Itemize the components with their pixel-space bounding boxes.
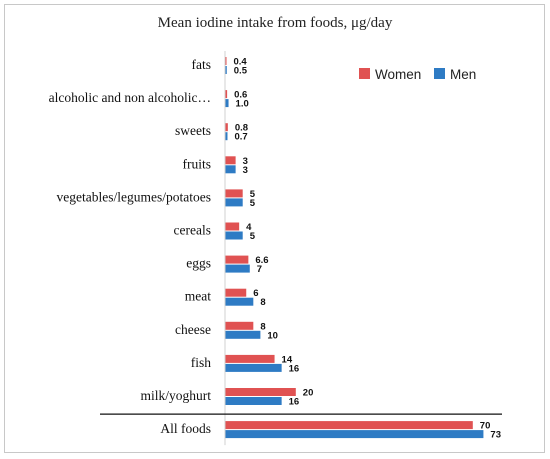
bar-men xyxy=(225,297,254,306)
category-group: cheese 810 xyxy=(175,321,278,341)
category-label: eggs xyxy=(186,256,211,271)
chart-frame xyxy=(4,4,545,453)
bar-women xyxy=(225,156,236,165)
data-label-men: 1.0 xyxy=(236,99,249,110)
category-label: alcoholic and non alcoholic… xyxy=(49,90,211,105)
category-label: milk/yoghurt xyxy=(141,388,212,403)
bar-women xyxy=(225,222,240,231)
category-label: cereals xyxy=(174,223,211,238)
data-label-men: 73 xyxy=(490,430,501,441)
bar-women xyxy=(225,189,243,198)
category-label: sweets xyxy=(175,123,211,138)
bar-men xyxy=(225,430,484,439)
bar-women xyxy=(225,57,227,65)
bar-women xyxy=(225,321,254,330)
category-group: eggs 6.67 xyxy=(186,255,268,275)
category-group: meat 68 xyxy=(185,288,266,308)
plot-area: fats 0.40.5 alcoholic and non alcoholic… 0.… xyxy=(49,51,502,446)
category-group: sweets 0.80.7 xyxy=(175,123,248,143)
bar-men xyxy=(225,264,250,273)
category-label: meat xyxy=(185,289,211,304)
legend-swatch-men xyxy=(434,68,445,79)
bar-women xyxy=(225,354,275,363)
data-label-women: 14 xyxy=(282,354,293,365)
category-label: fruits xyxy=(183,156,212,171)
data-label-women: 0.6 xyxy=(234,90,247,101)
data-label-women: 4 xyxy=(246,222,252,233)
data-label-women: 6.6 xyxy=(255,255,268,266)
category-label: vegetables/legumes/potatoes xyxy=(57,189,211,204)
bar-women xyxy=(225,288,247,297)
data-label-men: 5 xyxy=(250,198,256,209)
data-label-women: 3 xyxy=(243,156,248,167)
bar-men xyxy=(225,397,282,405)
data-label-women: 8 xyxy=(260,321,265,332)
category-label: fats xyxy=(192,57,212,72)
bar-men xyxy=(225,231,243,240)
bar-women xyxy=(225,421,473,430)
data-label-women: 0.8 xyxy=(235,123,248,134)
data-label-women: 20 xyxy=(303,388,314,399)
bar-men xyxy=(225,198,243,207)
data-label-men: 5 xyxy=(250,231,256,242)
data-label-women: 6 xyxy=(253,288,258,299)
chart-title: Mean iodine intake from foods, μg/day xyxy=(158,15,393,31)
category-group: fats 0.40.5 xyxy=(192,57,248,77)
legend-label-women: Women xyxy=(375,67,421,82)
bar-women xyxy=(225,255,249,264)
bar-men xyxy=(225,132,228,141)
category-group: alcoholic and non alcoholic… 0.61.0 xyxy=(49,90,249,110)
bar-men xyxy=(225,330,261,339)
legend-label-men: Men xyxy=(450,67,476,82)
data-label-women: 5 xyxy=(250,189,256,200)
data-label-men: 0.7 xyxy=(234,132,247,143)
data-label-men: 0.5 xyxy=(234,66,248,77)
data-label-men: 7 xyxy=(257,264,262,275)
legend: Women Men xyxy=(359,67,476,82)
category-group: vegetables/legumes/potatoes 55 xyxy=(57,189,256,209)
data-label-men: 16 xyxy=(289,397,300,408)
category-label: All foods xyxy=(160,421,211,436)
category-label: cheese xyxy=(175,322,211,337)
data-label-women: 70 xyxy=(480,421,491,432)
bar-men xyxy=(225,165,236,174)
category-group: fruits 33 xyxy=(183,156,248,176)
bar-women xyxy=(225,123,228,132)
data-label-women: 0.4 xyxy=(234,57,248,68)
category-group: cereals 45 xyxy=(174,222,256,242)
bar-men xyxy=(225,99,229,108)
data-label-men: 10 xyxy=(267,330,278,341)
data-label-men: 16 xyxy=(289,363,300,374)
bar-women xyxy=(225,388,296,396)
bar-men xyxy=(225,363,282,372)
bar-women xyxy=(225,90,228,99)
legend-swatch-women xyxy=(359,68,370,79)
data-label-men: 3 xyxy=(243,165,248,176)
category-label: fish xyxy=(191,355,212,370)
data-label-men: 8 xyxy=(260,297,265,308)
bar-men xyxy=(225,66,227,74)
